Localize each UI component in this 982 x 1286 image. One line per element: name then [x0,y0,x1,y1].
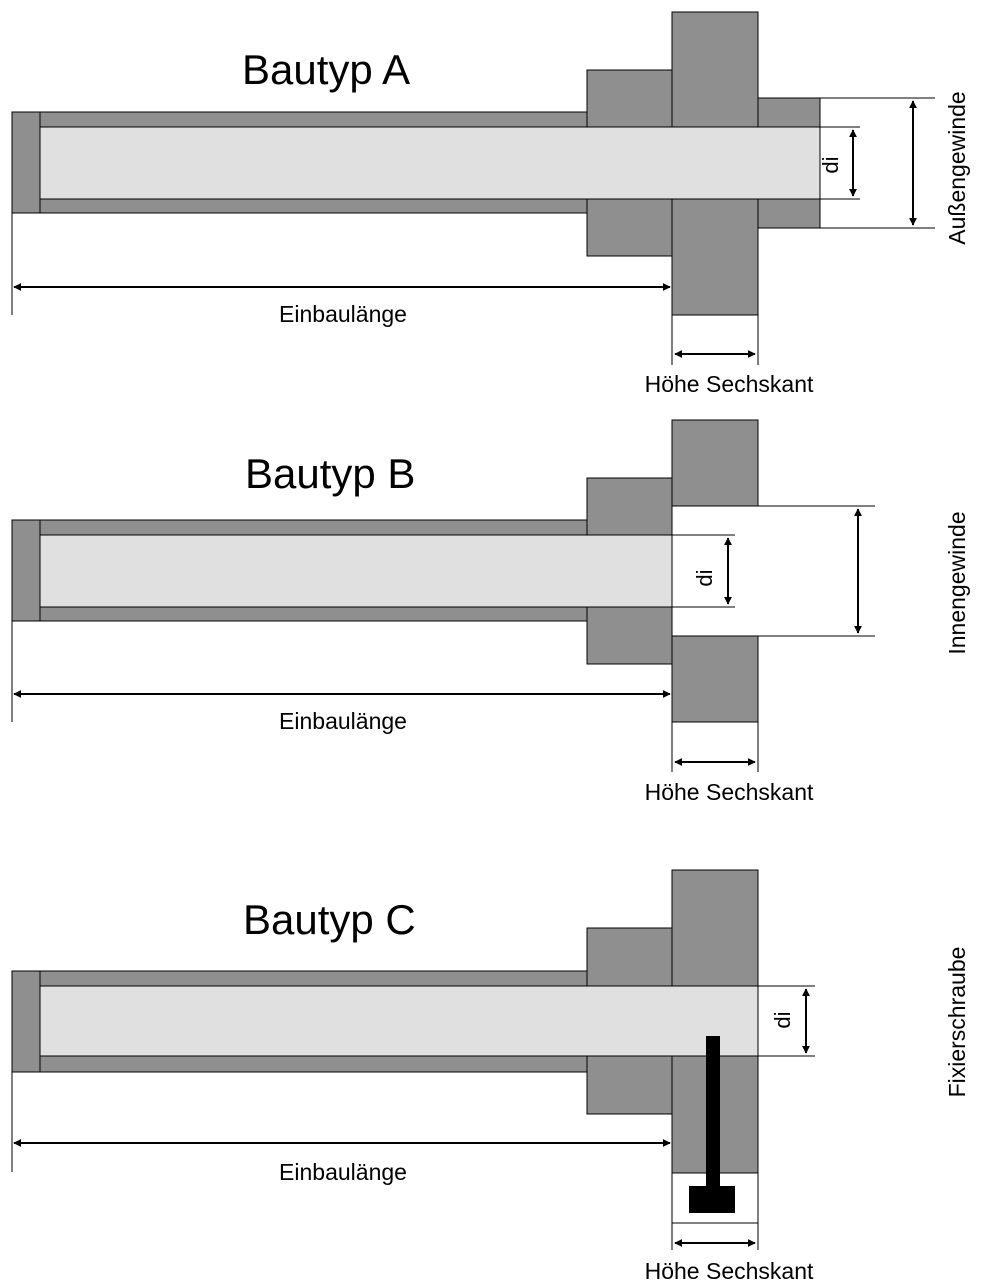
variant-b-bore [39,534,673,608]
variant-b-di-label: di [692,569,717,586]
variant-c-tip [11,970,41,1073]
variant-c-title: Bautyp C [243,896,416,943]
variant-b-hex-label: Höhe Sechskant [645,779,814,805]
variant-c-screw-label: Fixierschraube [944,947,970,1098]
variant-a-hex-label: Höhe Sechskant [645,371,814,397]
variant-b-length-label: Einbaulänge [279,708,407,734]
variant-b-thread-label: Innengewinde [944,511,970,654]
variant-c-hex-label: Höhe Sechskant [645,1258,814,1284]
variant-c-bore [39,985,759,1057]
variant-c-screw-shaft [706,1036,720,1186]
variant-a-title: Bautyp A [242,46,410,93]
variant-b-title: Bautyp B [245,450,415,497]
variant-b-tip [11,519,41,622]
variant-b-hex-top [671,419,759,507]
variant-a-tip [11,111,41,214]
variant-a-length-label: Einbaulänge [279,301,407,327]
variant-a-thread-label: Außengewinde [944,91,970,244]
variant-a-bore [39,126,821,200]
variant-b: Bautyp B di Innengewinde Einbaulänge Höh… [11,419,970,805]
variant-c: Bautyp C di Fixierschraube Einbaulänge H… [11,869,970,1284]
variant-c-length-label: Einbaulänge [279,1159,407,1185]
variant-b-hex-bottom [671,635,759,723]
variant-a: Bautyp A di Außengewinde Einbaulänge Höh… [11,11,970,397]
variant-a-di-label: di [818,156,843,173]
variant-c-screw-head [689,1186,735,1213]
variant-c-di-label: di [770,1011,795,1028]
